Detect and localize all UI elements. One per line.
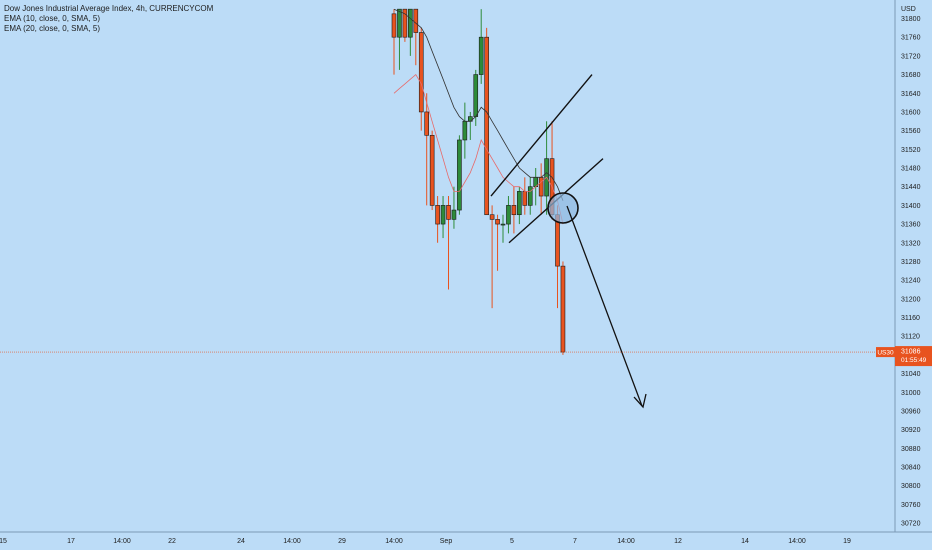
chart-title: Dow Jones Industrial Average Index, 4h, …	[4, 4, 214, 13]
breakout-circle	[547, 192, 579, 224]
candle-body	[506, 205, 511, 225]
candle-body	[517, 191, 522, 216]
price-tick-label: 31120	[901, 334, 920, 341]
time-tick-label: 14:00	[113, 538, 131, 545]
projection-arrow-head	[633, 393, 647, 409]
price-tick-label: 31200	[901, 296, 921, 303]
price-tick-label: 30760	[901, 502, 921, 509]
price-tag-value: 31086	[901, 349, 921, 356]
time-tick-label: 7	[573, 538, 577, 545]
time-tick-label: 15	[0, 538, 7, 545]
price-tick-label: 31320	[901, 240, 921, 247]
price-tag	[895, 346, 932, 367]
ema-fast-label: EMA (10, close, 0, SMA, 5)	[4, 14, 101, 23]
candle-body	[484, 36, 489, 216]
candle-body	[397, 8, 402, 38]
channel-upper-line	[490, 74, 593, 197]
price-tick-label: 31560	[901, 128, 921, 135]
time-tick-label: 14	[741, 538, 749, 545]
price-tick-label: 31360	[901, 222, 921, 229]
price-tick-label: 30800	[901, 483, 921, 490]
candle-body	[462, 120, 468, 141]
candle-body	[457, 139, 462, 211]
price-tick-label: 31400	[901, 203, 921, 210]
price-tick-label: 30840	[901, 465, 921, 472]
price-tick-label: 30960	[901, 408, 921, 415]
price-tick-label: 30920	[901, 427, 921, 434]
price-tick-label: 31600	[901, 109, 921, 116]
candle-body	[478, 36, 484, 75]
candle-body	[522, 191, 528, 206]
time-tick-label: 24	[237, 538, 245, 545]
projection-arrow-line	[566, 205, 643, 407]
time-tick-label: 22	[168, 538, 176, 545]
time-tick-label: Sep	[440, 538, 453, 545]
time-tick-label: 19	[843, 538, 851, 545]
time-tick-label: 17	[67, 538, 75, 545]
time-tick-label: 14:00	[385, 538, 403, 545]
price-axis-currency: USD	[901, 6, 916, 13]
candle-body	[489, 214, 495, 220]
candle-body	[424, 111, 430, 136]
candle-body	[500, 223, 506, 226]
price-tick-label: 31040	[901, 371, 921, 378]
ema-slow-line	[393, 8, 564, 201]
time-tick-label: 14:00	[617, 538, 635, 545]
candle-body	[527, 186, 533, 206]
time-tick-label: 5	[510, 538, 514, 545]
time-tick-label: 14:00	[283, 538, 301, 545]
candle-body	[495, 219, 500, 225]
candle-body	[391, 13, 397, 38]
candle-body	[538, 177, 544, 197]
symbol-tag	[876, 347, 895, 358]
candle-body	[402, 8, 408, 38]
chart-legend: Dow Jones Industrial Average Index, 4h, …	[4, 4, 213, 34]
price-tick-label: 31520	[901, 147, 921, 154]
time-tick-label: 29	[338, 538, 346, 545]
candle-body	[435, 205, 440, 225]
price-tick-label: 31760	[901, 35, 921, 42]
candle-body	[446, 205, 451, 220]
candle-body	[560, 265, 566, 353]
candle-body	[473, 74, 479, 117]
symbol-tag-label: US30	[877, 350, 894, 357]
price-tick-label: 31000	[901, 390, 921, 397]
price-tick-label: 31640	[901, 91, 921, 98]
time-tick-label: 14:00	[788, 538, 806, 545]
candle-body	[451, 209, 457, 220]
price-tag-countdown: 01:55:49	[901, 357, 927, 364]
candle-body	[418, 32, 424, 113]
price-tick-label: 30880	[901, 446, 921, 453]
candle-body	[429, 135, 435, 206]
price-tick-label: 31680	[901, 72, 921, 79]
price-tick-label: 31160	[901, 315, 920, 322]
price-tick-label: 31240	[901, 278, 921, 285]
price-tick-label: 31480	[901, 166, 921, 173]
candle-body	[511, 205, 517, 216]
price-tick-label: 30720	[901, 521, 921, 528]
time-tick-label: 12	[674, 538, 682, 545]
price-tick-label: 31440	[901, 184, 921, 191]
ema-slow-label: EMA (20, close, 0, SMA, 5)	[4, 24, 101, 33]
price-tick-label: 31800	[901, 16, 921, 23]
price-tick-label: 31720	[901, 53, 921, 60]
candle-body	[413, 8, 419, 33]
price-tick-label: 31280	[901, 259, 921, 266]
candle-body	[408, 8, 413, 38]
candle-body	[440, 205, 446, 225]
ema-fast-line	[393, 73, 564, 225]
